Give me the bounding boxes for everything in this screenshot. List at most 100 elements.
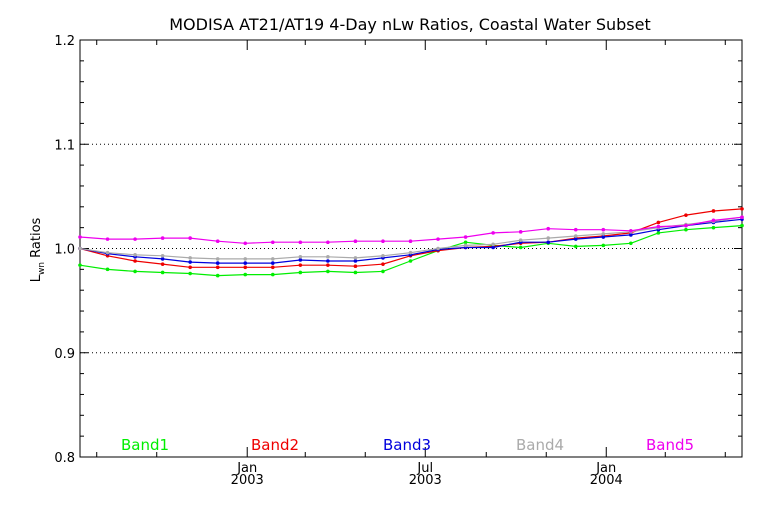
x-tick-label-year: 2003 xyxy=(409,473,442,488)
y-tick-label: 0.9 xyxy=(54,347,75,362)
data-point xyxy=(188,260,192,264)
data-point xyxy=(133,259,137,263)
data-point xyxy=(298,270,303,275)
data-point xyxy=(188,265,192,270)
data-point xyxy=(215,273,220,278)
data-point xyxy=(711,218,716,223)
data-point xyxy=(629,228,633,233)
data-point xyxy=(243,241,248,246)
y-tick-label: 1.2 xyxy=(54,34,75,49)
data-point xyxy=(270,265,275,270)
y-axis-label-rest: Ratios xyxy=(29,217,44,262)
data-point xyxy=(601,235,606,239)
data-point xyxy=(656,231,661,235)
data-point xyxy=(546,240,551,245)
data-point xyxy=(381,239,385,244)
data-point xyxy=(326,240,330,245)
data-point xyxy=(270,257,275,261)
data-point xyxy=(326,263,330,267)
data-point xyxy=(298,255,303,259)
legend-entry-band4: Band4 xyxy=(516,436,564,454)
data-point xyxy=(601,232,606,236)
data-point xyxy=(491,245,495,250)
legend-entry-band3: Band3 xyxy=(383,436,431,454)
data-point xyxy=(133,252,137,257)
data-point xyxy=(573,227,578,232)
data-point xyxy=(105,237,110,241)
data-point xyxy=(740,207,744,211)
data-point xyxy=(298,263,303,267)
data-point xyxy=(243,265,248,270)
y-axis-label-main: L xyxy=(29,274,44,282)
data-point xyxy=(188,271,192,276)
data-point xyxy=(215,265,220,270)
legend-entry-band2: Band2 xyxy=(251,436,299,454)
data-point xyxy=(270,272,275,277)
data-point xyxy=(133,237,137,241)
y-tick-label: 1.0 xyxy=(54,243,75,258)
data-point xyxy=(408,250,413,255)
data-point xyxy=(188,256,192,260)
legend: Band1 Band2 Band3 Band4 Band5 xyxy=(121,436,694,454)
data-point xyxy=(491,231,495,235)
data-point xyxy=(408,239,413,244)
data-point xyxy=(684,227,688,232)
data-point xyxy=(656,224,661,229)
data-point xyxy=(408,259,413,263)
data-point xyxy=(491,242,495,247)
legend-entry-band1: Band1 xyxy=(121,436,169,454)
data-point xyxy=(518,230,523,234)
x-tick-label-year: 2003 xyxy=(231,473,264,488)
data-point xyxy=(546,236,551,240)
data-point xyxy=(629,233,633,237)
data-point xyxy=(740,223,744,228)
data-point xyxy=(298,258,303,262)
x-tick-label-month: Jul xyxy=(416,461,433,476)
data-point xyxy=(243,257,248,261)
data-point xyxy=(160,262,165,266)
data-point xyxy=(353,239,358,244)
data-point xyxy=(463,243,468,248)
data-point xyxy=(160,257,165,261)
data-point xyxy=(353,259,358,263)
data-point xyxy=(381,262,385,266)
plot-frame xyxy=(79,39,743,458)
data-point xyxy=(215,261,220,265)
data-point xyxy=(656,220,661,225)
data-point xyxy=(546,226,551,231)
data-point xyxy=(353,270,358,275)
legend-entry-band5: Band5 xyxy=(646,436,694,454)
data-point xyxy=(518,245,523,250)
data-point xyxy=(518,238,523,242)
data-point xyxy=(78,235,82,239)
data-point xyxy=(436,237,440,241)
data-point xyxy=(270,261,275,265)
data-point xyxy=(573,244,578,249)
data-point xyxy=(573,234,578,238)
data-point xyxy=(381,253,385,258)
y-axis-label: Lwn Ratios xyxy=(29,217,47,282)
data-point xyxy=(160,253,165,258)
data-point xyxy=(711,225,716,230)
y-tick-label: 0.8 xyxy=(54,451,75,466)
data-point xyxy=(601,227,606,232)
series-band5 xyxy=(78,215,744,246)
data-point xyxy=(463,240,468,245)
y-tick-label: 1.1 xyxy=(54,138,75,153)
y-axis-label-subscript: wn xyxy=(37,262,47,275)
data-point xyxy=(353,264,358,269)
data-point xyxy=(326,255,330,259)
series-group xyxy=(78,207,744,278)
data-point xyxy=(629,241,633,246)
data-point xyxy=(326,259,330,263)
chart-title: MODISA AT21/AT19 4-Day nLw Ratios, Coast… xyxy=(169,15,651,34)
data-point xyxy=(436,246,440,251)
data-point xyxy=(243,261,248,265)
data-point xyxy=(78,246,82,251)
data-point xyxy=(105,250,110,255)
x-tick-label-year: 2004 xyxy=(590,473,623,488)
data-point xyxy=(78,263,82,267)
data-point xyxy=(160,270,165,275)
